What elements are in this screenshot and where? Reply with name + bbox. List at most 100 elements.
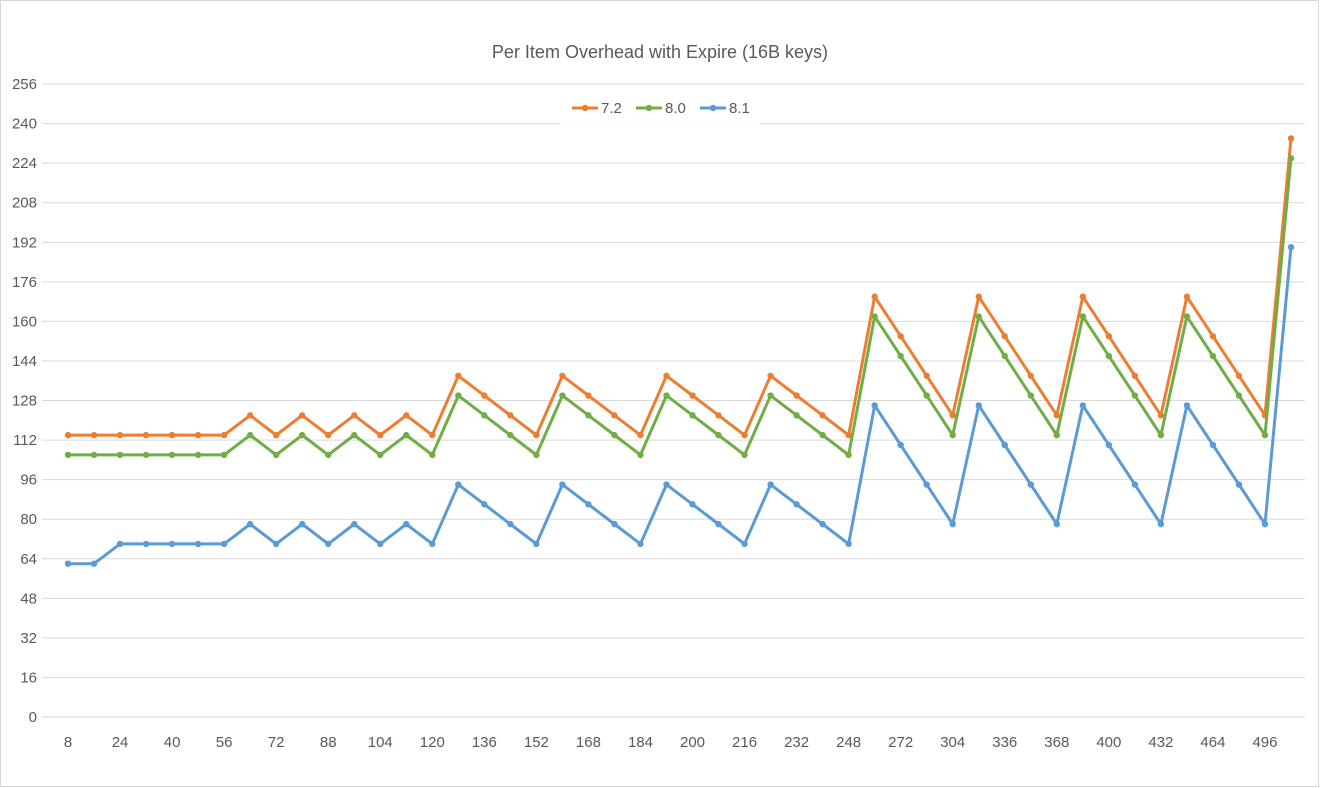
data-point — [585, 412, 592, 419]
data-point — [975, 402, 982, 409]
x-tick-label: 336 — [992, 734, 1017, 751]
data-point — [689, 412, 696, 419]
y-tick-label: 144 — [12, 353, 37, 370]
data-point — [715, 431, 722, 439]
data-point — [272, 431, 280, 439]
data-point — [325, 540, 332, 548]
data-point — [949, 412, 956, 419]
data-point — [403, 412, 410, 419]
data-point — [377, 540, 384, 548]
data-point — [1287, 135, 1295, 142]
data-point — [559, 481, 566, 488]
data-point — [923, 372, 930, 379]
x-tick-label: 368 — [1044, 734, 1069, 751]
data-point — [1261, 520, 1269, 528]
data-point — [1053, 431, 1061, 439]
data-point — [793, 412, 800, 419]
data-point — [871, 293, 878, 300]
data-point — [1209, 352, 1217, 360]
data-point — [793, 501, 800, 508]
data-point — [1001, 352, 1008, 360]
data-point — [90, 451, 98, 459]
data-point — [64, 431, 72, 439]
data-point — [533, 540, 540, 548]
data-point — [455, 392, 462, 399]
data-point — [298, 412, 306, 419]
data-point — [767, 372, 774, 379]
x-tick-label: 24 — [112, 734, 129, 751]
data-point — [715, 412, 722, 419]
data-point — [1235, 392, 1243, 399]
series-8-0 — [64, 154, 1295, 459]
data-point — [1183, 293, 1191, 300]
data-point — [1027, 372, 1034, 379]
data-point — [325, 431, 332, 439]
data-point — [845, 431, 852, 439]
y-tick-label: 0 — [29, 709, 37, 726]
legend-label: 7.2 — [601, 100, 622, 117]
data-point — [142, 451, 150, 459]
data-point — [116, 431, 124, 439]
data-point — [949, 431, 956, 439]
data-point — [611, 431, 618, 439]
data-point — [246, 412, 254, 419]
y-tick-label: 208 — [12, 195, 37, 212]
data-point — [897, 441, 904, 449]
data-point — [897, 352, 904, 360]
y-tick-label: 64 — [20, 551, 37, 568]
data-point — [1157, 520, 1165, 528]
y-tick-label: 16 — [20, 669, 37, 686]
data-point — [637, 540, 644, 548]
data-point — [168, 451, 176, 459]
x-tick-label: 400 — [1096, 734, 1121, 751]
data-point — [116, 451, 124, 459]
data-point — [168, 431, 176, 439]
data-point — [923, 392, 930, 399]
data-point — [194, 540, 202, 548]
data-point — [1053, 412, 1061, 419]
data-point — [403, 520, 410, 528]
x-tick-label: 184 — [628, 734, 653, 751]
data-point — [1027, 392, 1034, 399]
legend: 7.2 8.0 8.1 — [560, 92, 760, 124]
data-point — [871, 313, 878, 320]
data-point — [1105, 441, 1113, 449]
y-tick-label: 48 — [20, 590, 37, 607]
data-point — [793, 392, 800, 399]
data-point — [715, 520, 722, 528]
data-point — [1105, 352, 1113, 360]
data-point — [481, 412, 488, 419]
data-point — [663, 372, 670, 379]
data-point — [1131, 392, 1139, 399]
data-point — [1287, 243, 1295, 251]
data-point — [481, 501, 488, 508]
x-tick-label: 72 — [268, 734, 285, 751]
data-point — [819, 412, 826, 419]
x-tick-label: 216 — [732, 734, 757, 751]
y-tick-label: 224 — [12, 155, 37, 172]
data-point — [351, 431, 358, 439]
data-point — [481, 392, 488, 399]
data-point — [975, 293, 982, 300]
x-tick-label: 40 — [164, 734, 181, 751]
x-tick-label: 464 — [1200, 734, 1225, 751]
series-7-2 — [64, 135, 1295, 439]
data-point — [923, 481, 930, 488]
legend-item: 8.0 — [636, 100, 686, 117]
data-point — [246, 520, 254, 528]
data-point — [767, 481, 774, 488]
legend-swatch-marker — [645, 104, 653, 112]
data-point — [1157, 431, 1165, 439]
y-tick-label: 96 — [20, 472, 37, 489]
data-point — [1001, 333, 1008, 340]
data-point — [975, 313, 982, 320]
data-point — [64, 560, 72, 567]
y-tick-label: 160 — [12, 313, 37, 330]
series-line — [66, 245, 1293, 566]
data-point — [533, 451, 540, 459]
legend-swatch-marker — [581, 104, 589, 112]
data-point — [116, 540, 124, 548]
data-point — [585, 392, 592, 399]
y-tick-label: 176 — [12, 274, 37, 291]
